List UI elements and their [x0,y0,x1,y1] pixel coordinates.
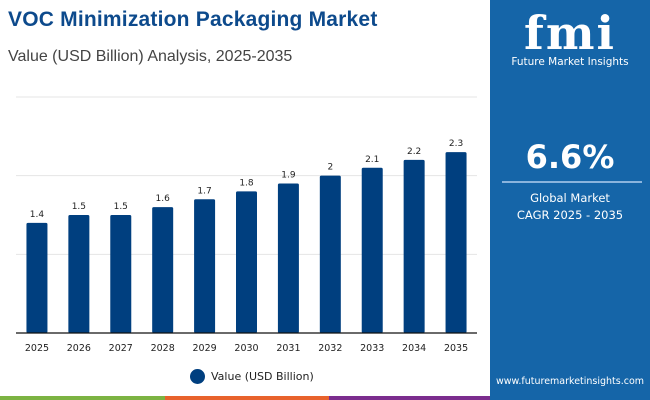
x-tick-2030: 2030 [234,343,258,354]
x-tick-2034: 2034 [402,343,426,354]
data-label-2029: 1.7 [197,186,211,196]
bar-2034 [403,159,425,333]
data-label-2031: 1.9 [281,171,296,181]
logo-mark: fmi [524,6,616,60]
bar-2028 [152,207,174,333]
bar-2033 [361,167,383,333]
cagr-label: Global Market CAGR 2025 - 2035 [490,190,650,224]
x-tick-2035: 2035 [444,343,468,354]
x-tick-2028: 2028 [151,343,175,354]
x-tick-2026: 2026 [67,343,91,354]
bar-2032 [319,175,341,333]
data-label-2030: 1.8 [239,178,254,188]
cagr-label-line1: Global Market [530,191,610,205]
bar-2030 [236,191,257,333]
x-tick-2027: 2027 [109,343,133,354]
stripe-purple [329,396,490,400]
x-tick-2029: 2029 [192,343,216,354]
data-label-2033: 2.1 [365,155,379,165]
stripe-orange [165,396,329,400]
bar-chart: 1.4 2025 1.5 2026 1.5 2027 1.6 2028 1.7 2029 1.8 20… [16,96,477,354]
stripe-green [0,396,165,400]
data-label-2027: 1.5 [114,202,128,212]
legend-swatch [190,369,205,384]
data-label-2034: 2.2 [407,147,421,157]
data-label-2026: 1.5 [72,202,86,212]
x-tick-2031: 2031 [276,343,300,354]
logo-name: Future Market Insights [511,56,629,68]
chart-title: VOC Minimization Packaging Market [8,8,378,31]
legend-label: Value (USD Billion) [211,370,314,383]
x-tick-2033: 2033 [360,343,384,354]
bar-2025 [26,222,48,333]
bar-2026 [68,215,90,333]
cagr-label-line2: CAGR 2025 - 2035 [516,208,624,222]
legend: Value (USD Billion) [190,369,314,384]
bar-2027 [110,215,132,333]
bar-2035 [445,152,467,333]
data-label-2035: 2.3 [449,139,463,149]
x-tick-2032: 2032 [318,343,342,354]
website-url: www.futuremarketinsights.com [495,376,645,387]
cagr-value: 6.6% [525,138,615,176]
data-label-2028: 1.6 [156,194,171,204]
data-label-2025: 1.4 [30,210,45,220]
bar-2029 [194,199,216,333]
side-panel: fmi Future Market Insights 6.6% Global M… [490,0,650,400]
data-label-2032: 2 [327,163,333,173]
divider [502,181,642,183]
fmi-logo: fmi Future Market Insights [490,8,650,68]
x-tick-2025: 2025 [25,343,49,354]
chart-subtitle: Value (USD Billion) Analysis, 2025-2035 [8,48,293,65]
bar-2031 [277,183,299,333]
